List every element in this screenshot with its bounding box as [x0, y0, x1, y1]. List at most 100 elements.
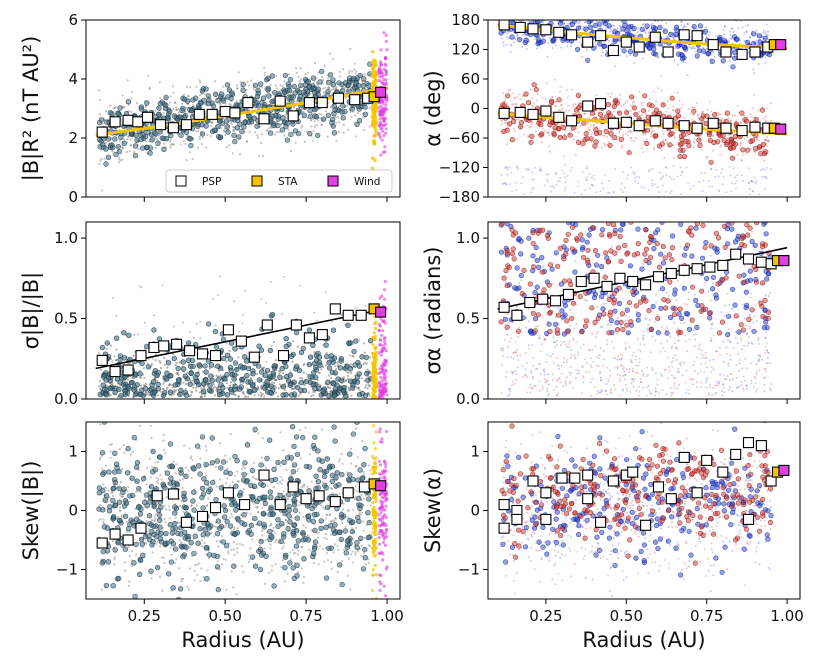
cloud-point: [382, 31, 386, 35]
cloud-point: [598, 109, 601, 112]
cloud-point: [231, 132, 237, 139]
cloud-point: [519, 17, 521, 19]
cloud-point: [517, 12, 519, 14]
cloud-point: [203, 102, 206, 106]
cloud-point: [168, 384, 171, 387]
marker-psp: [274, 95, 286, 107]
cloud-point: [306, 84, 312, 90]
cloud-point: [559, 109, 562, 112]
cloud-point: [531, 121, 534, 124]
cloud-point: [127, 135, 130, 138]
cloud-point: [505, 93, 511, 99]
cloud-point: [223, 129, 226, 132]
cloud-point: [155, 379, 158, 382]
cloud-point: [268, 383, 274, 389]
cloud-point: [133, 377, 136, 380]
cloud-point: [330, 123, 336, 129]
cloud-point: [329, 387, 332, 390]
marker-psp-negative: [691, 122, 703, 134]
cloud-point: [763, 149, 769, 155]
cloud-point: [552, 5, 554, 7]
cloud-point: [163, 356, 166, 360]
cloud-point: [521, 95, 524, 97]
cloud-point: [507, 89, 510, 92]
cloud-point: [666, 17, 668, 19]
cloud-point: [280, 122, 283, 126]
cloud-point: [198, 79, 201, 82]
cloud-point: [660, 89, 663, 92]
cloud-point: [765, 120, 768, 122]
cloud-point: [531, 188, 534, 191]
cloud-point: [641, 104, 644, 107]
cloud-point: [159, 361, 162, 364]
cloud-point: [384, 73, 388, 77]
cloud-point: [618, 135, 621, 138]
cloud-point: [585, 57, 591, 63]
cloud-point: [276, 395, 280, 398]
cloud-point: [257, 386, 260, 390]
marker-psp-positive: [498, 20, 510, 31]
cloud-point: [509, 43, 512, 46]
cloud-point: [539, 168, 542, 171]
cloud-point: [590, 183, 593, 186]
cloud-point: [233, 128, 236, 131]
cloud-point: [638, 90, 641, 93]
cloud-point: [104, 119, 110, 125]
cloud-point: [510, 6, 512, 8]
cloud-point: [98, 380, 101, 383]
marker-wind: [375, 86, 387, 98]
cloud-point: [542, 127, 544, 130]
cloud-point: [547, 42, 550, 44]
cloud-point: [179, 143, 182, 146]
cloud-point: [327, 77, 330, 80]
cloud-point: [566, 96, 569, 99]
cloud-point: [580, 193, 583, 196]
cloud-point: [177, 114, 184, 120]
cloud-point: [736, 138, 739, 141]
cloud-point: [163, 376, 170, 382]
cloud-point: [519, 98, 522, 101]
cloud-point: [537, 20, 543, 24]
cloud-point: [729, 174, 732, 177]
marker-psp-negative: [540, 105, 552, 117]
cloud-point: [748, 193, 751, 196]
cloud-point: [509, 20, 515, 24]
fit-line: [95, 86, 388, 137]
cloud-point: [313, 351, 316, 354]
cloud-point: [576, 127, 579, 130]
cloud-point: [326, 359, 332, 366]
cloud-point: [191, 379, 195, 382]
cloud-point: [99, 388, 102, 391]
cloud-point: [765, 177, 768, 180]
cloud-point: [573, 192, 576, 195]
cloud-point: [620, 188, 623, 191]
cloud-point: [232, 126, 235, 129]
cloud-point: [745, 152, 748, 155]
cloud-point: [583, 26, 589, 32]
cloud-point: [354, 121, 360, 128]
cloud-point: [248, 130, 251, 133]
cloud-point: [666, 10, 668, 12]
cloud-point: [264, 367, 271, 374]
cloud-point: [619, 48, 622, 50]
cloud-point: [280, 384, 286, 390]
cloud-point: [188, 395, 191, 398]
cloud-point: [379, 104, 383, 108]
cloud-point: [237, 71, 240, 74]
cloud-point: [191, 158, 194, 161]
cloud-point: [338, 358, 344, 364]
cloud-point: [200, 387, 203, 390]
cloud-point: [752, 181, 755, 184]
cloud-point: [223, 118, 230, 124]
cloud-point: [712, 134, 714, 137]
cloud-point: [353, 62, 356, 65]
cloud-point: [279, 84, 282, 87]
cloud-point: [561, 169, 564, 172]
y-axis-label: α (deg): [421, 70, 445, 146]
cloud-point: [514, 103, 517, 105]
cloud-point: [345, 379, 348, 382]
cloud-point: [325, 364, 328, 367]
cloud-point: [666, 142, 668, 144]
cloud-point: [226, 387, 229, 390]
cloud-point: [215, 377, 222, 383]
